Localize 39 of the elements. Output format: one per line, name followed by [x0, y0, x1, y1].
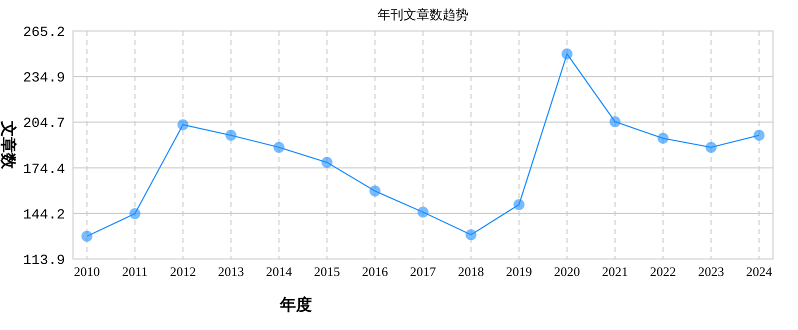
point	[321, 156, 332, 168]
point	[273, 142, 284, 153]
point	[225, 130, 236, 141]
x-tick-label: 2010	[74, 264, 100, 279]
point	[610, 116, 621, 128]
point	[418, 206, 428, 218]
x-tick-label: 2023	[698, 264, 724, 279]
point	[514, 199, 525, 210]
x-tick-label: 2012	[170, 264, 196, 279]
chart-title: 年刊文章数趋势	[378, 7, 468, 22]
x-tick-label: 2011	[122, 264, 148, 279]
x-tick-label: 2017	[410, 264, 436, 279]
y-tick-label: 204.7	[22, 116, 65, 132]
y-tick-label: 113.9	[22, 253, 65, 269]
x-tick-label: 2021	[602, 264, 628, 279]
point	[81, 230, 92, 242]
point	[177, 119, 188, 130]
point	[369, 186, 380, 197]
y-axis-title: 文章数	[0, 120, 17, 170]
x-tick-label: 2016	[362, 264, 388, 279]
point	[658, 132, 669, 144]
x-tick-label: 2015	[314, 264, 340, 279]
x-tick-label: 2013	[218, 264, 244, 279]
point	[706, 142, 717, 153]
point	[129, 208, 140, 220]
x-tick-label: 2022	[650, 264, 676, 279]
point	[754, 130, 765, 141]
y-tick-label: 144.2	[22, 207, 65, 224]
point	[466, 229, 477, 240]
x-tick-label: 2018	[458, 264, 484, 279]
x-tick-label: 2020	[554, 264, 580, 279]
x-axis-title: 年度	[279, 295, 312, 314]
x-tick-label: 2014	[266, 264, 292, 279]
y-tick-label: 234.9	[22, 70, 65, 87]
point	[562, 48, 573, 60]
y-tick-label: 174.4	[22, 162, 65, 178]
y-tick-label: 265.2	[22, 25, 65, 41]
x-tick-label: 2019	[506, 264, 532, 279]
x-tick-label: 2024	[746, 264, 773, 279]
